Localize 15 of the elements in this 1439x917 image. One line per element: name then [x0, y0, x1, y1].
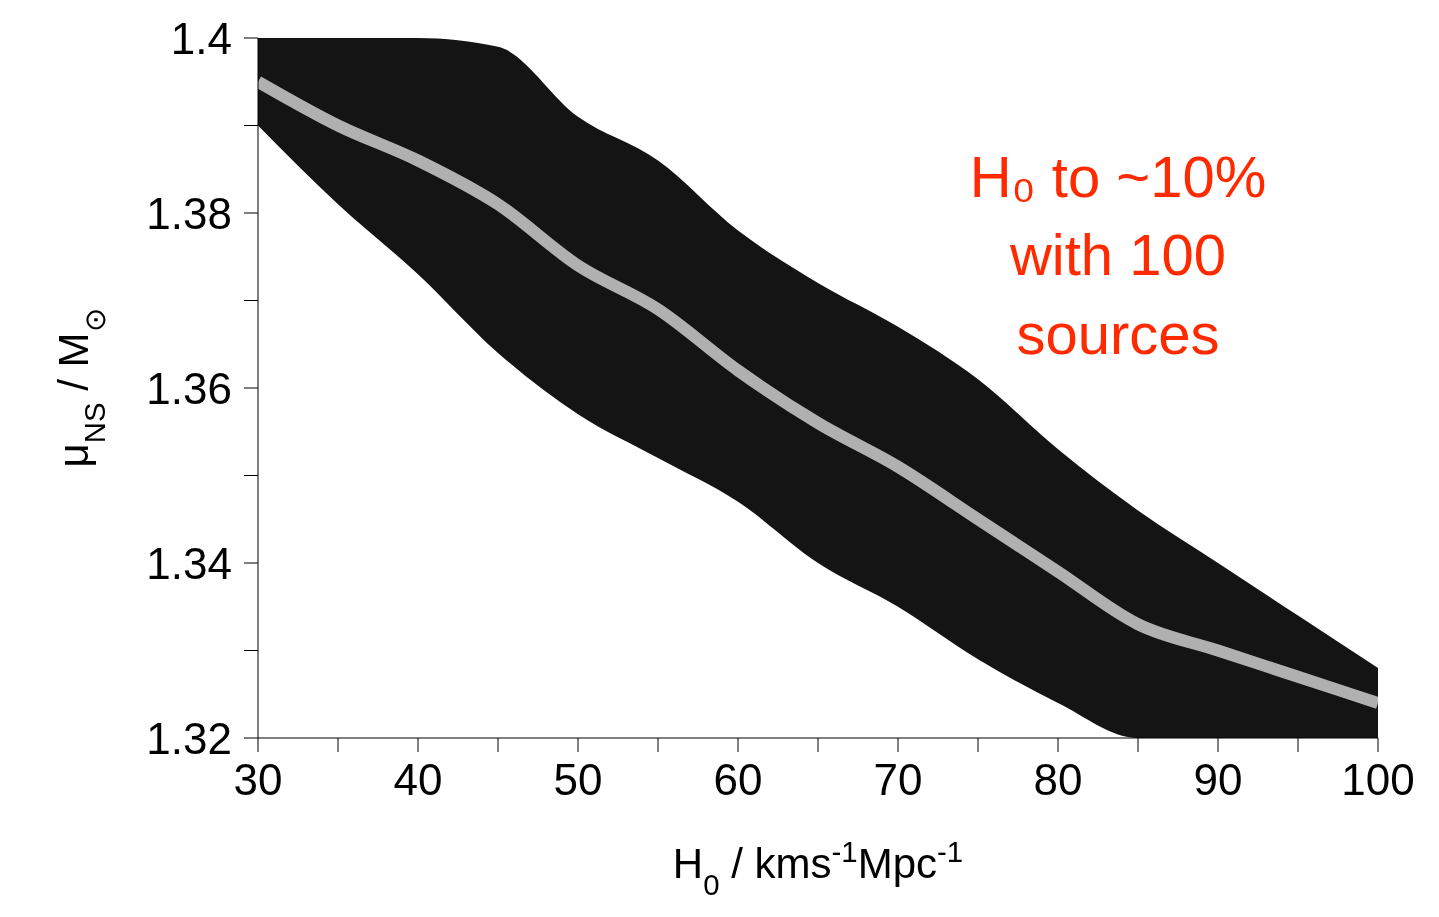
y-tick-label: 1.34 [146, 538, 232, 588]
y-tick-label: 1.32 [146, 713, 232, 763]
y-tick-label: 1.4 [170, 13, 232, 63]
annotation: H₀ to ~10% with 100 sources [968, 143, 1268, 368]
x-tick-label: 60 [713, 755, 763, 805]
x-tick-label: 80 [1033, 755, 1083, 805]
x-tick-label: 70 [873, 755, 923, 805]
x-tick-label: 30 [233, 755, 283, 805]
x-tick-label: 50 [553, 755, 603, 805]
y-tick-label: 1.38 [146, 188, 232, 238]
x-tick-label: 100 [1341, 755, 1415, 805]
x-tick-label: 40 [393, 755, 443, 805]
x-tick-label: 90 [1193, 755, 1243, 805]
x-axis-title: H$_{0}$ / kms$^{-1}$Mpc$^{-1}$ [672, 834, 964, 901]
y-tick-label: 1.36 [146, 363, 232, 413]
